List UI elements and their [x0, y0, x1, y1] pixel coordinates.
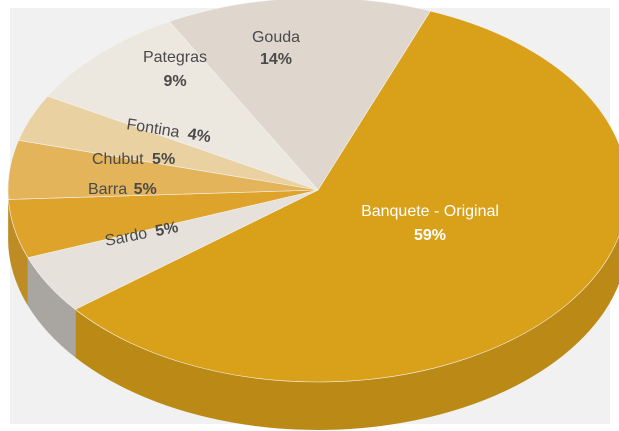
slice-value-fontina: 4%: [186, 126, 211, 146]
slice-label-barra: Barra: [88, 181, 127, 198]
slice-value-sardo: 5%: [154, 219, 180, 240]
slice-value-pategras: 9%: [163, 73, 186, 90]
slice-side-banquete-original: [75, 235, 619, 430]
svg-text:Chubut 5%: Chubut 5%: [92, 151, 175, 168]
slice-value-banquete-original: 59%: [414, 227, 446, 244]
slice-side-sardo: [27, 257, 76, 358]
slice-value-chubut: 5%: [152, 151, 175, 168]
slice-label-pategras: Pategras: [143, 49, 207, 66]
slice-label-banquete-original: Banquete - Original: [361, 203, 499, 220]
slice-label-gouda: Gouda: [252, 29, 300, 46]
slice-pategras: [47, 21, 319, 191]
slice-label-chubut: Chubut: [92, 151, 144, 168]
svg-text:Barra 5%: Barra 5%: [88, 181, 157, 198]
slice-gouda: [168, 0, 431, 191]
slice-value-gouda: 14%: [260, 51, 292, 68]
slice-banquete-original: [74, 10, 619, 383]
slice-value-barra: 5%: [134, 181, 157, 198]
